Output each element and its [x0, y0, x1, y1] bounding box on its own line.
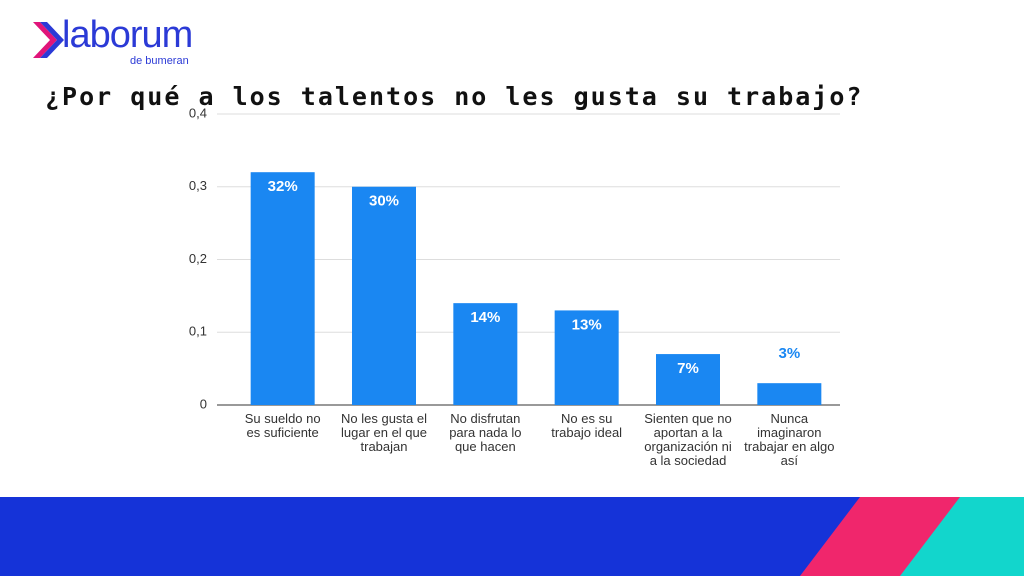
data-label: 14%	[470, 309, 500, 326]
logo-mark	[40, 22, 64, 58]
y-tick-label: 0,1	[189, 324, 207, 339]
bar	[757, 383, 822, 405]
x-tick-label: No disfrutan para nada lo que hacen	[449, 411, 522, 454]
logo-name: laborum	[62, 14, 193, 56]
data-label: 30%	[369, 193, 399, 210]
y-tick-label: 0,3	[189, 178, 207, 193]
data-label: 32%	[268, 178, 298, 195]
x-tick-label: No les gusta el lugar en el que trabajan	[340, 411, 427, 454]
bar	[453, 303, 518, 405]
y-tick-label: 0,2	[189, 251, 207, 266]
bar	[554, 310, 619, 405]
x-tick-label: Su sueldo no es suficiente	[244, 411, 321, 440]
logo-tagline: de bumeran	[130, 55, 189, 67]
chart-title: ¿Por qué a los talentos no les gusta su …	[45, 82, 864, 111]
y-tick-label: 0,4	[189, 105, 207, 120]
data-label: 13%	[572, 316, 602, 333]
x-tick-label: Nunca imaginaron trabajar en algo así	[744, 411, 835, 468]
data-label: 7%	[677, 360, 699, 377]
y-tick-label: 0	[200, 396, 207, 411]
x-tick-label: No es su trabajo ideal	[551, 411, 623, 440]
x-tick-label: Sienten que no aportan a la organización…	[644, 411, 732, 468]
footer-accent	[900, 497, 1024, 576]
data-label: 3%	[778, 345, 800, 362]
bar	[352, 186, 416, 405]
bar	[250, 172, 315, 405]
logo-mark	[33, 22, 57, 58]
bar	[656, 354, 720, 405]
